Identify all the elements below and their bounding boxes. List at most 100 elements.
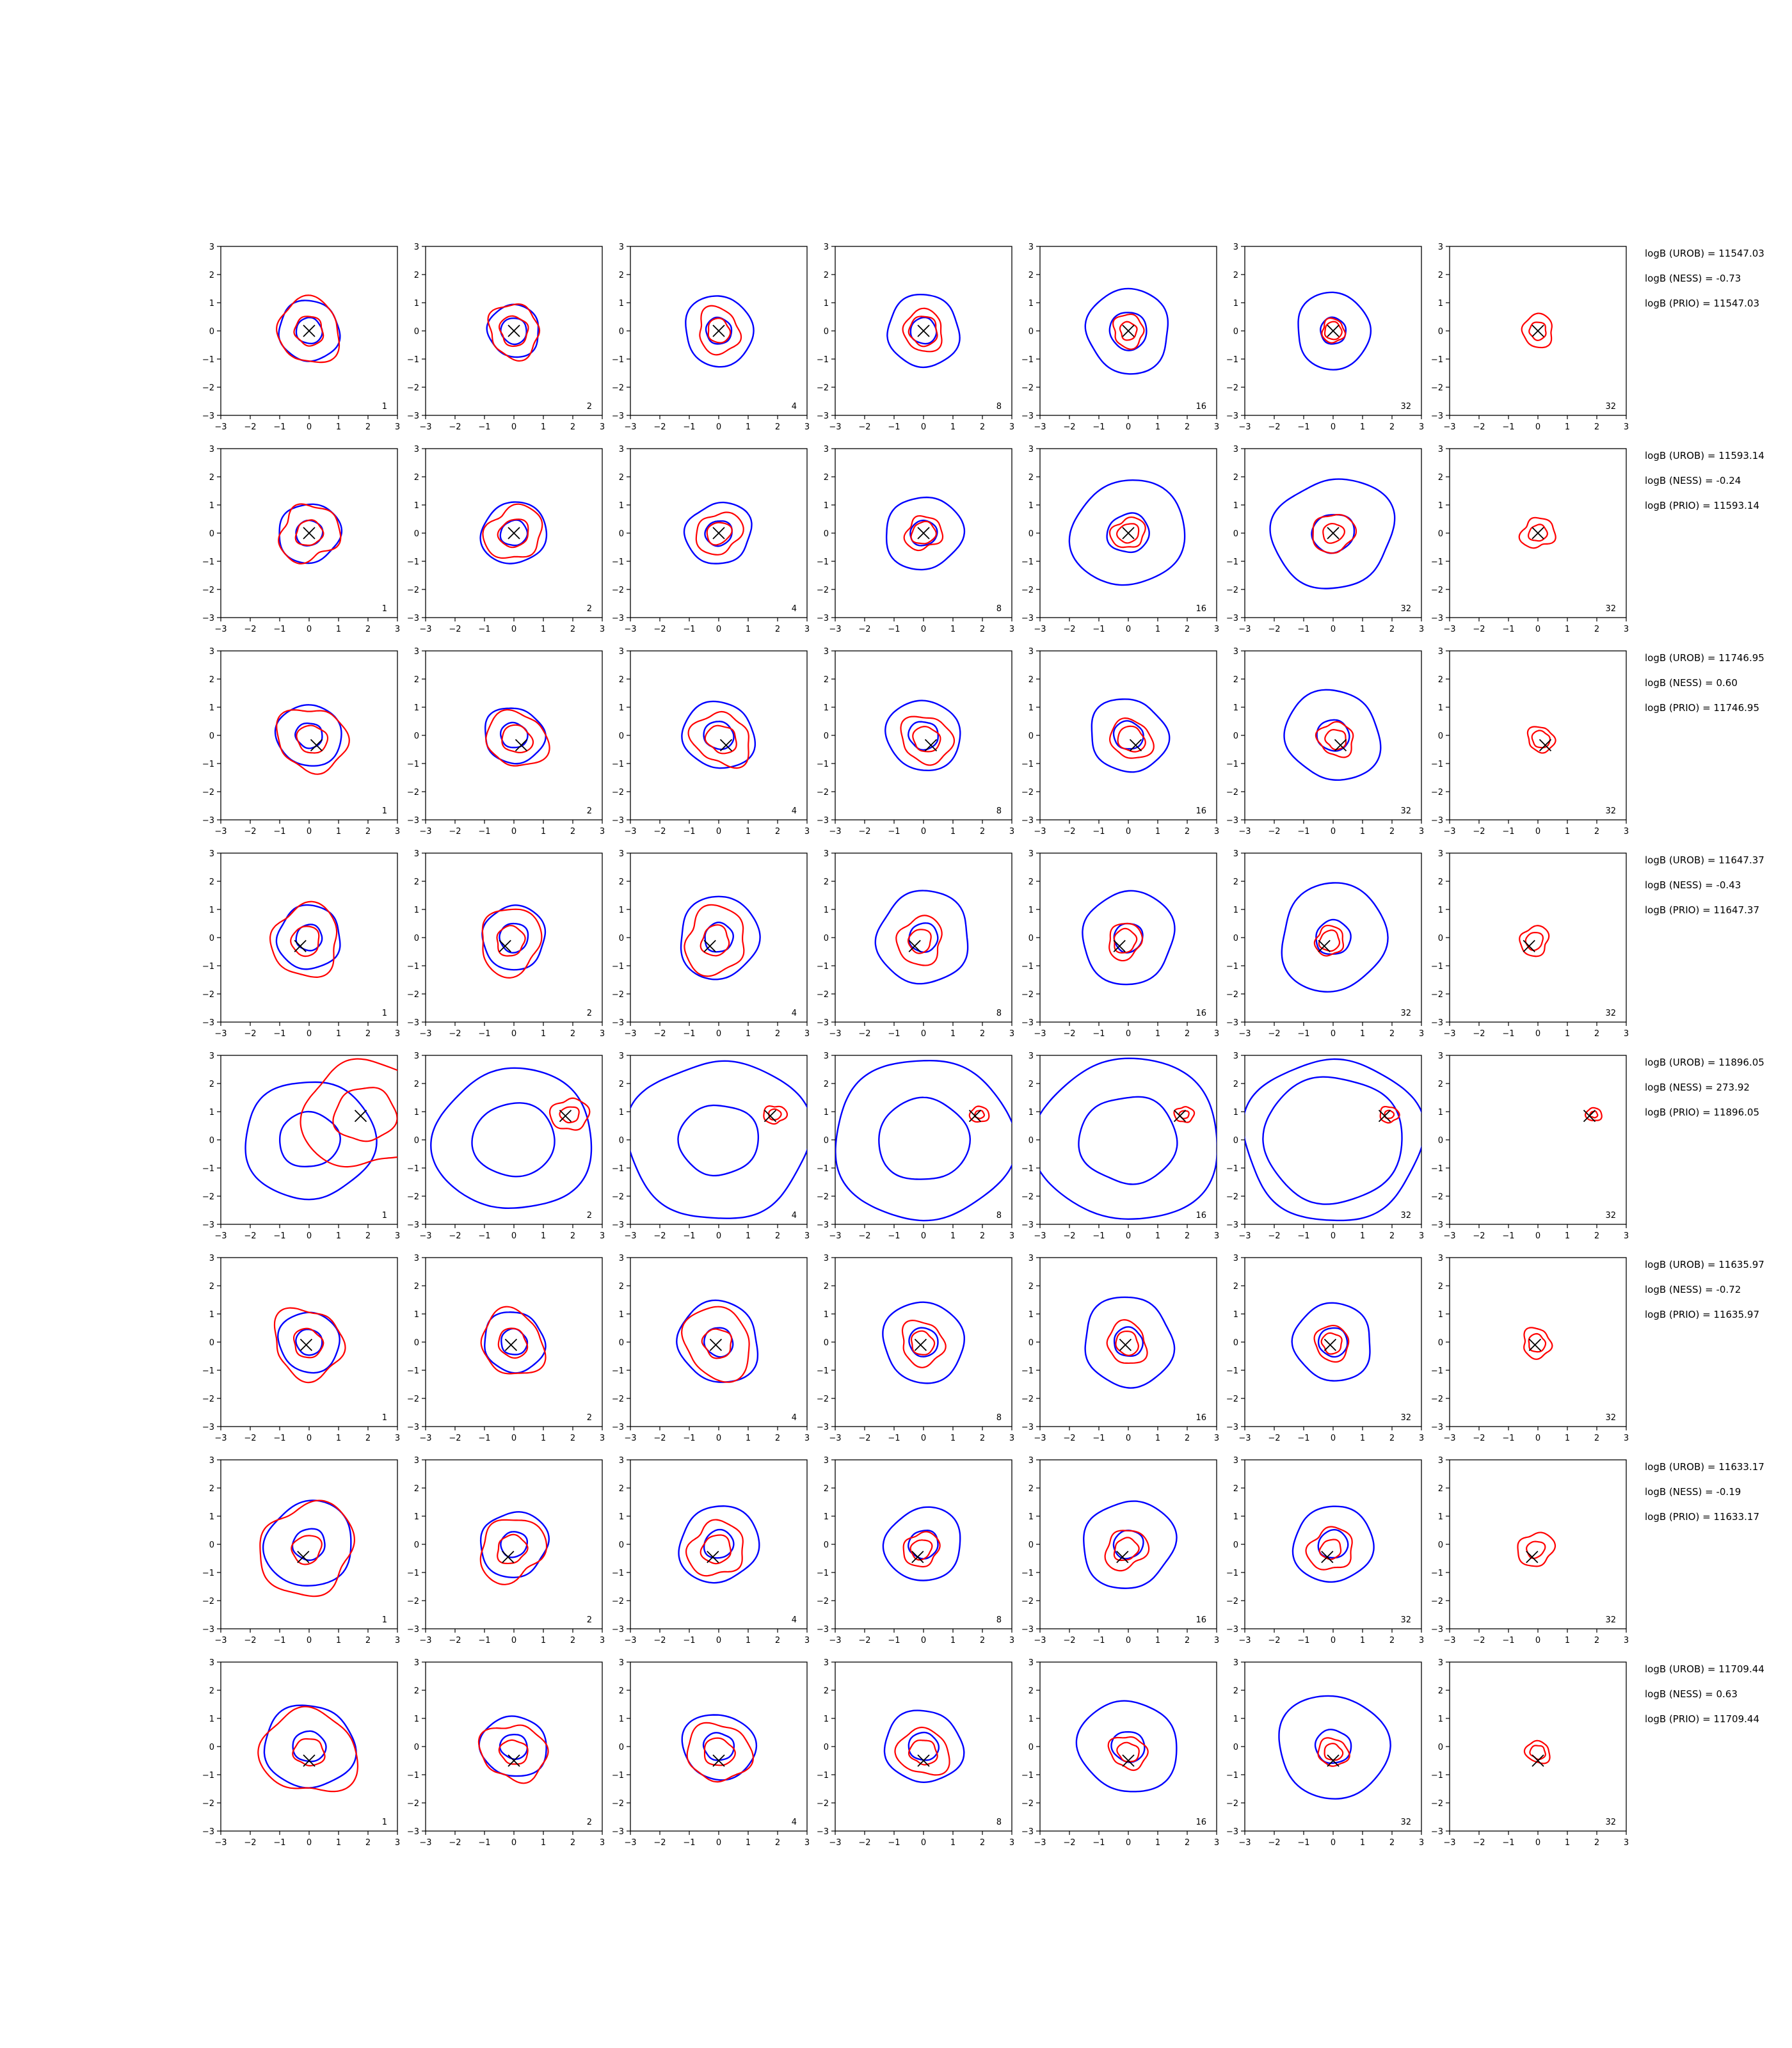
- red-contour-inner: [703, 1737, 736, 1766]
- y-tick-label: 2: [1233, 1686, 1238, 1696]
- red-contour-outer: [1518, 516, 1556, 549]
- panel-r6-c1: −3−3 −2 −2 −1 −1 0 0 1 1 2 2 3 3 1: [202, 1254, 400, 1443]
- y-tick-label: −1: [1431, 1164, 1443, 1174]
- y-tick-label: 2: [1233, 1484, 1238, 1494]
- y-tick-label: −1: [1021, 1569, 1034, 1578]
- y-tick-label: −3: [407, 1827, 419, 1837]
- panel-r3-c1: −3−3 −2 −2 −1 −1 0 0 1 1 2 2 3 3 1: [202, 647, 400, 836]
- panel-r3-c4: −3−3 −2 −2 −1 −1 0 0 1 1 2 2 3 3 8: [817, 647, 1014, 836]
- panel-r2-c2: −3−3 −2 −2 −1 −1 0 0 1 1 2 2 3 3 2: [407, 445, 605, 634]
- x-tick-label: 1: [336, 625, 341, 634]
- y-tick-label: 1: [824, 1512, 829, 1522]
- x-tick-label: −3: [1034, 1434, 1046, 1443]
- y-tick-label: 3: [414, 1456, 419, 1466]
- x-tick-label: 3: [1624, 625, 1629, 634]
- x-tick-label: −2: [1063, 625, 1075, 634]
- red-contour-outer: [1521, 312, 1553, 349]
- x-tick-label: −2: [858, 625, 870, 634]
- x-tick-label: 2: [775, 827, 780, 836]
- y-tick-label: 3: [209, 445, 214, 454]
- y-tick-label: −2: [612, 1192, 624, 1202]
- x-tick-label: 0: [511, 1231, 516, 1241]
- x-tick-label: 2: [1185, 1231, 1190, 1241]
- blue-contour-inner: [499, 1733, 528, 1760]
- y-tick-label: −2: [202, 1799, 214, 1809]
- panel-r4-c4: −3−3 −2 −2 −1 −1 0 0 1 1 2 2 3 3 8: [817, 849, 1014, 1039]
- x-tick-label: 3: [1624, 1838, 1629, 1848]
- y-tick-label: 3: [619, 647, 624, 657]
- y-tick-label: 3: [824, 1052, 829, 1061]
- y-tick-label: 3: [1438, 1052, 1443, 1061]
- y-tick-label: 3: [1028, 1658, 1034, 1668]
- y-tick-label: 0: [414, 1338, 419, 1348]
- axes-frame: [1244, 650, 1422, 820]
- y-tick-label: −2: [407, 1192, 419, 1202]
- blue-contour-outer: [481, 904, 547, 971]
- x-tick-label: −3: [214, 422, 227, 432]
- y-tick-label: 3: [824, 647, 829, 657]
- x-tick-label: −2: [1473, 1636, 1485, 1645]
- x-tick-label: 2: [1389, 1029, 1395, 1039]
- x-tick-label: −2: [449, 827, 461, 836]
- red-contour-outer: [894, 1726, 950, 1776]
- y-tick-label: 1: [824, 501, 829, 511]
- x-tick-label: −2: [653, 422, 666, 432]
- x-tick-label: 3: [395, 1838, 400, 1848]
- y-tick-label: 2: [619, 473, 624, 483]
- x-tick-label: 2: [1594, 1231, 1599, 1241]
- x-tick-label: −2: [1473, 1434, 1485, 1443]
- x-tick-label: 2: [1389, 1636, 1395, 1645]
- y-tick-label: 3: [619, 445, 624, 454]
- x-tick-label: 1: [1155, 1636, 1160, 1645]
- y-tick-label: −2: [817, 1192, 829, 1202]
- axes-frame: [220, 1661, 398, 1832]
- x-tick-label: −1: [273, 625, 285, 634]
- panel-r6-c2: −3−3 −2 −2 −1 −1 0 0 1 1 2 2 3 3 2: [407, 1254, 605, 1443]
- panel-r1-c5: −3−3 −2 −2 −1 −1 0 0 1 1 2 2 3 3 16: [1021, 243, 1219, 432]
- x-tick-label: −2: [449, 625, 461, 634]
- y-tick-label: 1: [824, 1310, 829, 1320]
- y-tick-label: 2: [209, 271, 214, 280]
- x-tick-label: 1: [541, 827, 546, 836]
- panel-r7-c7: −3−3 −2 −2 −1 −1 0 0 1 1 2 2 3 3 32: [1431, 1456, 1629, 1645]
- y-tick-label: −2: [817, 1799, 829, 1809]
- y-tick-label: −1: [407, 1771, 419, 1780]
- blue-contour-inner: [908, 721, 939, 751]
- y-tick-label: 2: [1028, 1080, 1034, 1089]
- x-tick-label: −2: [653, 625, 666, 634]
- y-tick-label: 0: [209, 1743, 214, 1752]
- y-tick-label: 0: [209, 327, 214, 337]
- y-tick-label: −2: [1226, 990, 1238, 1000]
- panel-count-label: 32: [1400, 1211, 1411, 1220]
- panel-r3-c7: −3−3 −2 −2 −1 −1 0 0 1 1 2 2 3 3 32: [1431, 647, 1629, 836]
- y-tick-label: −2: [1021, 788, 1034, 797]
- red-contour-outer: [276, 709, 350, 775]
- panel-count-label: 8: [996, 806, 1002, 816]
- panel-r2-c4: −3−3 −2 −2 −1 −1 0 0 1 1 2 2 3 3 8: [817, 445, 1014, 634]
- y-tick-label: −1: [817, 1366, 829, 1376]
- blue-contour-inner: [1316, 719, 1350, 752]
- y-tick-label: 1: [1028, 703, 1034, 713]
- x-tick-label: −2: [244, 625, 256, 634]
- y-tick-label: −3: [1021, 1423, 1034, 1432]
- x-tick-label: 3: [395, 1029, 400, 1039]
- y-tick-label: −3: [202, 1423, 214, 1432]
- red-contour-inner: [1318, 1539, 1342, 1560]
- red-contour-inner: [496, 925, 526, 957]
- y-tick-label: 1: [1438, 1512, 1443, 1522]
- panel-r8-c7: −3−3 −2 −2 −1 −1 0 0 1 1 2 2 3 3 32: [1431, 1658, 1629, 1848]
- x-tick-label: 1: [1565, 422, 1570, 432]
- y-tick-label: 1: [1028, 299, 1034, 308]
- x-tick-label: −3: [1238, 1029, 1251, 1039]
- x-tick-label: 1: [746, 1231, 751, 1241]
- x-tick-label: 0: [921, 1231, 926, 1241]
- x-tick-label: −3: [1034, 422, 1046, 432]
- y-tick-label: −3: [1431, 1827, 1443, 1837]
- y-tick-label: 2: [1438, 675, 1443, 685]
- y-tick-label: −2: [1431, 1597, 1443, 1606]
- y-tick-label: −3: [407, 1220, 419, 1230]
- y-tick-label: 0: [1438, 1136, 1443, 1146]
- y-tick-label: −2: [202, 1395, 214, 1404]
- blue-contour-outer: [835, 1059, 1012, 1222]
- blue-contour-inner: [702, 1732, 735, 1761]
